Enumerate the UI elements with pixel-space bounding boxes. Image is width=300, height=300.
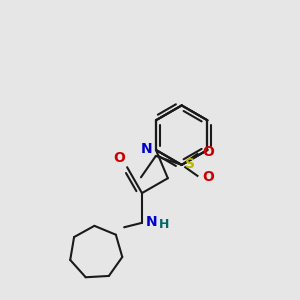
Text: O: O xyxy=(113,151,125,165)
Text: N: N xyxy=(146,215,157,229)
Text: H: H xyxy=(159,218,170,231)
Text: N: N xyxy=(141,142,152,156)
Text: S: S xyxy=(185,157,195,171)
Text: O: O xyxy=(202,170,214,184)
Text: O: O xyxy=(202,146,214,159)
